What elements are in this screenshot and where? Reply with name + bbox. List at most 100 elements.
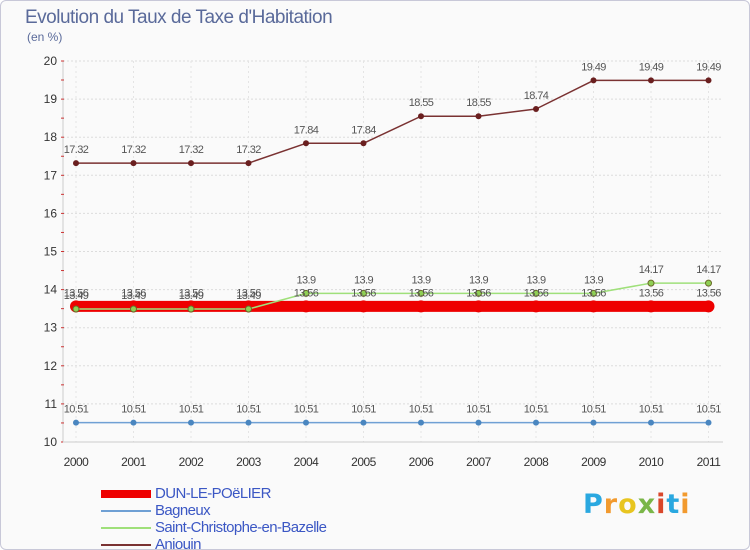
legend-label: Bagneux [155, 502, 211, 519]
data-label: 13.9 [354, 274, 373, 286]
series-line-2 [76, 282, 709, 310]
data-point [73, 160, 79, 167]
data-point [187, 305, 195, 313]
data-point [475, 113, 482, 120]
logo-letter: P [583, 489, 604, 520]
data-label: 17.32 [236, 144, 261, 156]
data-label: 13.56 [639, 287, 664, 299]
data-label: 13.56 [581, 287, 606, 299]
y-tick-label: 18 [44, 130, 58, 144]
x-tick-label: 2008 [524, 455, 550, 469]
y-tick-label: 16 [44, 206, 58, 220]
data-point [645, 300, 657, 313]
data-label: 10.51 [524, 404, 549, 416]
x-tick-label: 2001 [121, 455, 147, 469]
data-point [418, 419, 424, 426]
y-tick-label: 12 [44, 359, 58, 373]
logo-letter: i [656, 489, 667, 520]
data-label: 19.49 [581, 61, 606, 73]
x-tick-label: 2002 [179, 455, 205, 469]
logo-letter: x [637, 489, 657, 520]
data-label: 13.56 [179, 287, 204, 299]
data-point [533, 106, 539, 113]
data-point [417, 289, 425, 297]
data-label: 13.49 [179, 290, 204, 302]
data-label: 13.56 [294, 287, 319, 299]
x-tick-label: 2003 [236, 455, 262, 469]
data-label: 10.51 [179, 404, 204, 416]
data-point [130, 160, 137, 167]
data-label: 13.9 [411, 274, 430, 286]
data-point [245, 419, 252, 426]
y-tick-label: 11 [45, 397, 58, 411]
data-label: 10.51 [581, 404, 606, 416]
data-label: 13.49 [121, 290, 146, 302]
data-label: 17.84 [294, 124, 319, 136]
logo-letter: t [666, 489, 681, 520]
x-tick-label: 2005 [351, 455, 377, 469]
data-label: 17.32 [64, 144, 89, 156]
data-label: 13.56 [64, 287, 89, 299]
data-label: 10.51 [639, 404, 664, 416]
data-label: 10.51 [64, 404, 89, 416]
data-label: 19.49 [639, 61, 664, 73]
data-label: 13.56 [696, 287, 721, 299]
y-tick-label: 19 [44, 92, 58, 106]
data-label: 17.32 [179, 144, 204, 156]
data-point [302, 289, 310, 297]
data-point [705, 419, 712, 426]
series-line-3 [76, 79, 709, 164]
y-tick-label: 20 [44, 54, 58, 68]
data-label: 18.55 [409, 97, 434, 109]
data-point [360, 140, 367, 147]
data-point [130, 419, 137, 426]
x-tick-label: 2009 [581, 455, 607, 469]
data-label: 18.74 [524, 90, 549, 102]
data-point [418, 113, 424, 120]
data-label: 14.17 [639, 264, 664, 276]
data-label: 13.9 [469, 274, 488, 286]
legend-label: Anjouin [155, 536, 201, 550]
proxiti-logo: Proxiti [583, 489, 691, 520]
data-point [702, 300, 715, 313]
x-tick-label: 2004 [294, 455, 320, 469]
chart-title: Evolution du Taux de Taxe d'Habitation [25, 7, 333, 28]
data-labels-layer: 13.56 13.56 13.56 13.56 13.56 13.56 13.56 13.56… [64, 61, 722, 415]
legend-swatch [101, 526, 151, 529]
logo-letter: i [680, 489, 691, 520]
data-label: 13.56 [466, 287, 491, 299]
logo-letter: o [618, 489, 638, 520]
data-label: 13.49 [236, 290, 261, 302]
y-tick-label: 10 [44, 435, 58, 449]
data-point [415, 300, 427, 313]
legend-item: Bagneux [101, 502, 326, 519]
data-point [705, 279, 712, 287]
data-point [472, 300, 485, 313]
data-point [590, 419, 597, 426]
data-point [530, 300, 542, 313]
x-tick-label: 2010 [639, 455, 665, 469]
data-label: 13.56 [351, 287, 376, 299]
data-point [188, 160, 194, 167]
data-point [300, 300, 312, 313]
logo-letter: r [603, 489, 619, 520]
data-label: 10.51 [409, 404, 434, 416]
data-label: 13.9 [296, 274, 315, 286]
data-point [590, 289, 597, 297]
data-point [532, 289, 540, 297]
legend-swatch [101, 509, 151, 512]
data-label: 14.17 [696, 264, 721, 276]
x-tick-label: 2011 [697, 455, 722, 469]
data-point [533, 419, 539, 426]
legend-item: DUN-LE-POëLIER [101, 485, 326, 502]
data-label: 10.51 [236, 404, 261, 416]
legend-label: Saint-Christophe-en-Bazelle [155, 519, 327, 536]
data-point [73, 419, 79, 426]
data-label: 13.49 [64, 290, 89, 302]
data-point [475, 289, 482, 297]
y-tick-label: 13 [44, 321, 58, 335]
data-point [188, 419, 194, 426]
data-label: 10.51 [466, 404, 491, 416]
